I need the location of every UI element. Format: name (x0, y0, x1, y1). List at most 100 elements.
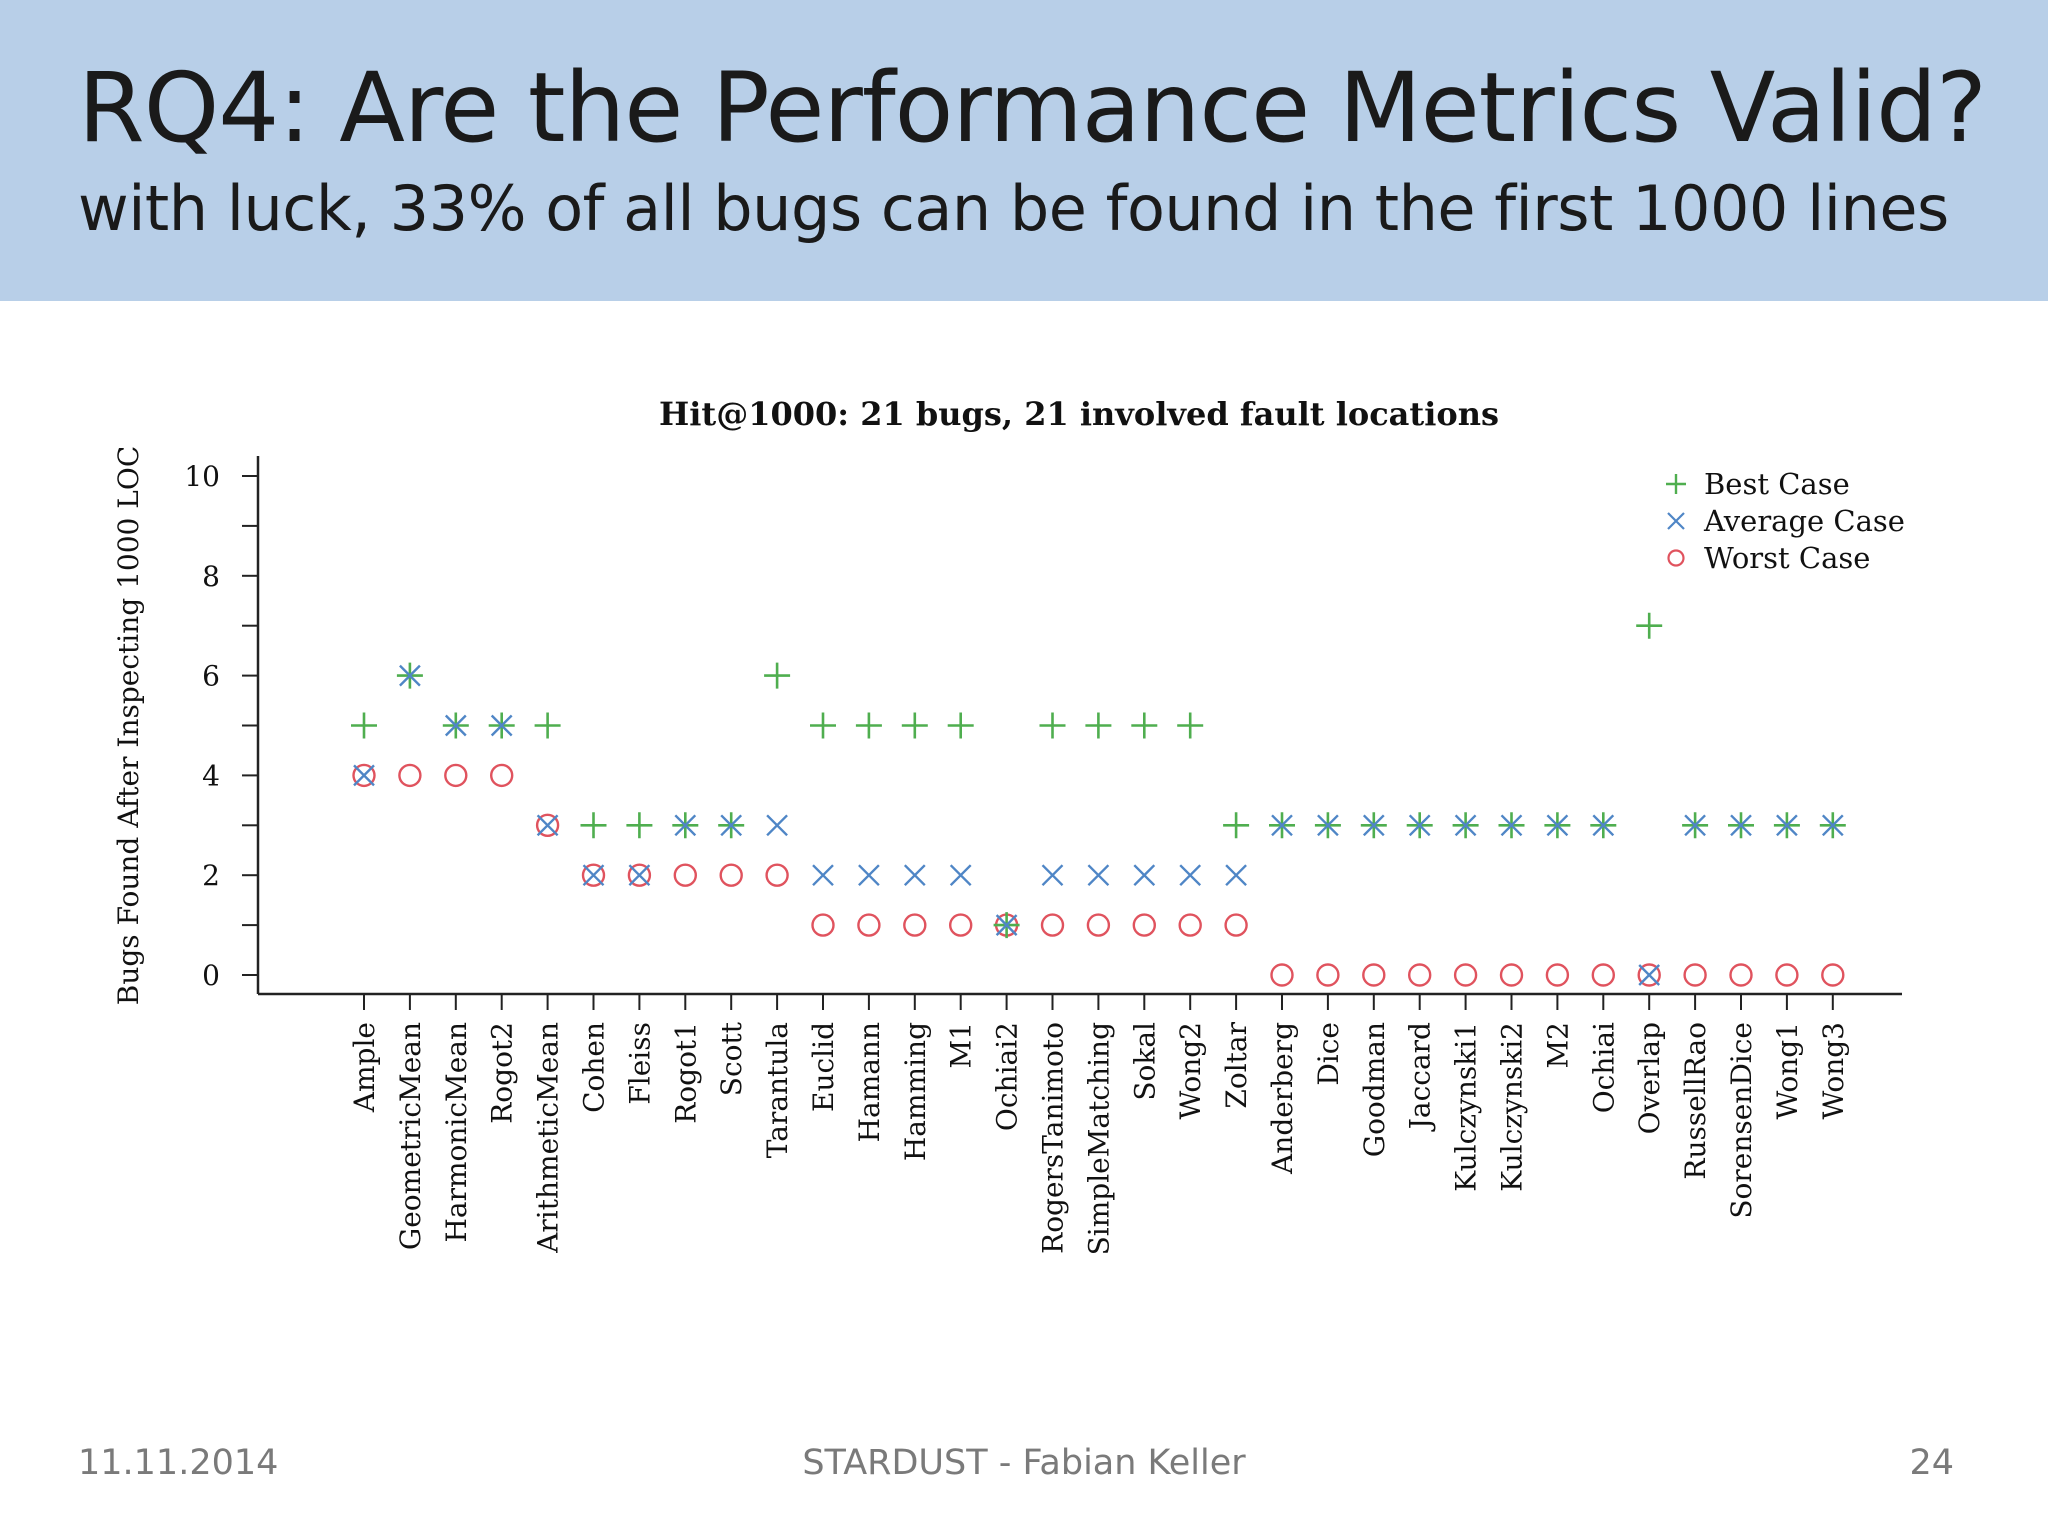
legend-label: Average Case (1703, 504, 1905, 538)
point-cross (1500, 814, 1523, 837)
scatter-chart: Hit@1000: 21 bugs, 21 involved fault loc… (112, 395, 1905, 1255)
point-cross (1225, 864, 1247, 887)
point-plus (534, 712, 561, 739)
x-tick-label: Fleiss (623, 1022, 656, 1105)
y-tick-label: 8 (202, 560, 220, 593)
point-circle (1362, 963, 1386, 987)
point-cross (536, 814, 559, 837)
point-plus (1177, 712, 1204, 739)
point-plus (351, 712, 377, 739)
point-cross (812, 864, 834, 887)
x-tick-label: Euclid (807, 1022, 840, 1112)
point-circle (1270, 963, 1294, 987)
x-tick-label: Tarantula (761, 1022, 794, 1158)
y-tick-label: 6 (202, 660, 220, 693)
point-cross (1454, 814, 1477, 837)
point-circle (949, 913, 973, 937)
point-circle (535, 813, 560, 837)
point-circle (1224, 913, 1248, 937)
legend-label: Best Case (1704, 467, 1850, 501)
point-circle (1499, 963, 1524, 987)
point-circle (673, 863, 697, 887)
point-circle (1821, 963, 1845, 987)
point-plus (947, 712, 974, 739)
x-tick-label: Kulczynski1 (1450, 1022, 1483, 1192)
x-tick-label: Wong1 (1771, 1022, 1804, 1120)
point-cross (949, 864, 972, 887)
x-tick-label: GeometricMean (394, 1022, 427, 1250)
point-cross (1087, 864, 1110, 887)
point-circle (1407, 963, 1432, 987)
point-plus (810, 712, 836, 739)
point-circle (1591, 963, 1616, 987)
point-cross (1041, 864, 1064, 887)
point-plus (901, 712, 928, 739)
point-cross (903, 864, 926, 887)
x-tick-label: RogersTanimoto (1037, 1022, 1070, 1254)
x-tick-label: Goodman (1358, 1022, 1391, 1157)
point-circle (1637, 963, 1661, 987)
y-tick-label: 2 (202, 859, 220, 892)
point-circle (1086, 913, 1111, 937)
point-plus (626, 812, 653, 839)
x-tick-label: Hamann (853, 1022, 886, 1142)
slide-subtitle: with luck, 33% of all bugs can be found … (78, 172, 1949, 245)
x-tick-label: Hamming (899, 1022, 932, 1161)
y-tick-label: 0 (202, 959, 220, 992)
point-circle (719, 863, 743, 887)
point-plus (1085, 712, 1112, 739)
point-circle (1178, 913, 1202, 937)
x-tick-label: Sokal (1128, 1022, 1161, 1101)
point-cross (995, 914, 1018, 936)
point-cross (490, 714, 513, 737)
point-circle (490, 763, 514, 788)
point-plus (855, 712, 882, 739)
x-tick-label: Dice (1312, 1022, 1345, 1086)
point-cross (1317, 814, 1339, 837)
point-cross (720, 814, 743, 837)
point-circle (581, 863, 606, 887)
page-number: 24 (1909, 1443, 1954, 1483)
point-cross (1776, 814, 1798, 837)
x-tick-label: Kulczynski2 (1496, 1022, 1529, 1192)
point-cross (1408, 814, 1431, 837)
point-cross (399, 664, 421, 687)
point-cross (1821, 814, 1844, 837)
x-tick-label: Cohen (578, 1022, 611, 1113)
point-cross (1179, 864, 1202, 887)
point-plus (1223, 812, 1250, 839)
point-cross (1133, 864, 1156, 887)
point-cross (1730, 814, 1752, 837)
point-circle (1132, 913, 1157, 937)
legend-swatch-best-case (1666, 474, 1686, 494)
legend-swatch-average-case (1667, 512, 1685, 530)
x-tick-label: Zoltar (1220, 1021, 1253, 1108)
point-cross (1271, 814, 1293, 837)
x-tick-label: M2 (1541, 1022, 1574, 1068)
x-tick-label: Wong2 (1174, 1022, 1207, 1120)
point-plus (1131, 712, 1158, 739)
x-tick-label: Ample (348, 1022, 381, 1113)
x-tick-label: Wong3 (1817, 1022, 1850, 1120)
point-cross (674, 814, 697, 837)
point-circle (352, 763, 376, 788)
y-axis-label: Bugs Found After Inspecting 1000 LOC (112, 446, 145, 1005)
x-tick-label: Rogot2 (486, 1022, 519, 1124)
point-cross (1684, 814, 1706, 837)
point-cross (858, 864, 880, 887)
point-circle (398, 763, 422, 788)
point-cross (1638, 964, 1661, 986)
x-tick-label: ArithmeticMean (532, 1022, 565, 1254)
y-tick-label: 4 (202, 759, 220, 792)
x-tick-label: Scott (715, 1021, 748, 1096)
point-circle (765, 863, 789, 887)
point-circle (857, 913, 881, 937)
point-circle (811, 913, 835, 937)
point-cross (766, 814, 788, 837)
x-tick-label: Jaccard (1404, 1022, 1437, 1132)
point-circle (1775, 963, 1799, 987)
point-cross (1592, 814, 1615, 837)
point-plus (1039, 712, 1066, 739)
slide-header: RQ4: Are the Performance Metrics Valid? … (0, 0, 2048, 301)
x-tick-label: HarmonicMean (440, 1022, 473, 1243)
